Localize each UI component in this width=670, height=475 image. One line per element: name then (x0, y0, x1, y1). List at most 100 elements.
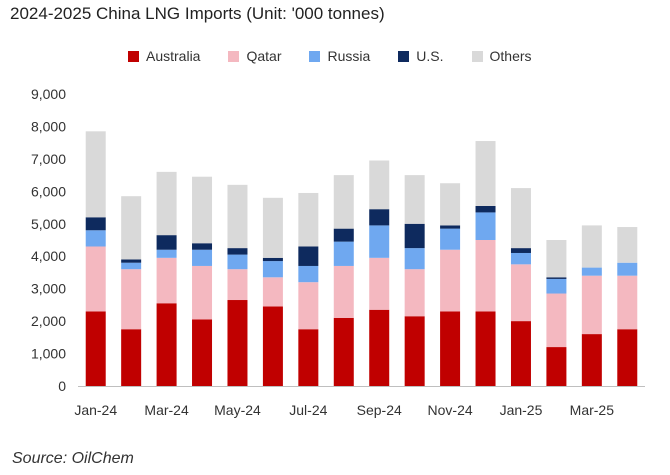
x-tick-label: Jan-24 (74, 402, 117, 418)
bar-segment-australia-feb-25 (546, 347, 567, 386)
x-tick-label: May-24 (214, 402, 261, 418)
bar-segment-australia-sep-24 (369, 309, 390, 386)
bar-segment-others-jan-25 (510, 188, 531, 249)
y-tick-label: 6,000 (31, 183, 66, 199)
bar-segment-russia-feb-25 (546, 278, 567, 294)
bar-segment-others-aug-24 (333, 175, 354, 229)
bar-segment-u-s-oct-24 (404, 223, 425, 249)
bar-segment-russia-jan-25 (510, 252, 531, 265)
legend-item-russia: Russia (309, 48, 370, 64)
bar-segment-australia-apr-24 (192, 319, 213, 386)
legend-label: Qatar (246, 48, 282, 64)
bar-segment-russia-nov-24 (440, 228, 461, 250)
legend-swatch (228, 50, 240, 62)
bar-segment-others-dec-24 (475, 141, 496, 206)
bar-segment-qatar-may-24 (227, 269, 248, 301)
bar-segment-others-apr-24 (192, 176, 213, 244)
legend-item-australia: Australia (128, 48, 200, 64)
bar-segment-u-s-jan-25 (510, 248, 531, 253)
x-tick-label: Jan-25 (500, 402, 543, 418)
bar-segment-russia-jan-24 (85, 230, 106, 247)
bar-segment-russia-feb-24 (121, 262, 142, 270)
bar-segment-russia-jul-24 (298, 265, 319, 283)
bar-segment-qatar-apr-25 (617, 275, 638, 330)
legend-swatch (398, 50, 410, 62)
bar-segment-u-s-nov-24 (440, 225, 461, 229)
legend-item-qatar: Qatar (228, 48, 281, 64)
bar-segment-u-s-jul-24 (298, 246, 319, 266)
bar-segment-u-s-jan-24 (85, 217, 106, 231)
bar-segment-australia-oct-24 (404, 316, 425, 386)
legend-label: Russia (327, 48, 371, 64)
bar-segment-qatar-dec-24 (475, 240, 496, 312)
bar-segment-others-jan-24 (85, 131, 106, 218)
chart-legend: Australia Qatar Russia U.S. Others (128, 48, 560, 64)
y-tick-label: 4,000 (31, 248, 66, 264)
bar-segment-australia-apr-25 (617, 329, 638, 386)
bar-segment-others-sep-24 (369, 160, 390, 210)
y-tick-label: 2,000 (31, 313, 66, 329)
bar-segment-australia-jul-24 (298, 329, 319, 386)
bar-segment-australia-nov-24 (440, 311, 461, 386)
bar-segment-others-oct-24 (404, 175, 425, 224)
bar-segment-qatar-jan-24 (85, 246, 106, 312)
bar-segment-others-jun-24 (262, 197, 283, 258)
chart-title: 2024-2025 China LNG Imports (Unit: '000 … (10, 4, 385, 23)
bar-segment-others-may-24 (227, 184, 248, 249)
bar-segment-qatar-apr-24 (192, 265, 213, 320)
bar-segment-qatar-jun-24 (262, 277, 283, 307)
bar-segment-others-apr-25 (617, 227, 638, 263)
y-tick-label: 3,000 (31, 281, 66, 297)
bar-segment-u-s-dec-24 (475, 205, 496, 213)
bar-segment-australia-feb-24 (121, 329, 142, 386)
y-tick-label: 0 (58, 378, 66, 394)
bar-segment-australia-aug-24 (333, 317, 354, 386)
bar-segment-australia-dec-24 (475, 311, 496, 386)
bar-segment-australia-mar-24 (156, 303, 177, 386)
legend-label: Australia (146, 48, 201, 64)
bar-segment-qatar-aug-24 (333, 265, 354, 318)
legend-swatch (128, 50, 139, 62)
bar-segment-qatar-nov-24 (440, 249, 461, 312)
bar-segment-russia-sep-24 (369, 225, 390, 258)
y-tick-label: 9,000 (31, 86, 66, 102)
bar-segment-russia-apr-24 (192, 249, 213, 266)
bar-segment-u-s-feb-24 (121, 259, 142, 263)
bar-segment-others-mar-24 (156, 171, 177, 236)
bar-segment-russia-jun-24 (262, 261, 283, 278)
legend-item-u-s: U.S. (398, 48, 444, 64)
bar-segment-australia-jan-24 (85, 311, 106, 386)
legend-label: U.S. (416, 48, 444, 64)
x-tick-label: Mar-25 (570, 402, 615, 418)
bar-segment-russia-dec-24 (475, 212, 496, 240)
bar-segment-u-s-may-24 (227, 248, 248, 255)
bar-segment-russia-mar-25 (581, 267, 602, 276)
bar-segment-qatar-jan-25 (510, 264, 531, 322)
legend-swatch (309, 50, 321, 62)
bar-segment-australia-mar-25 (581, 334, 602, 386)
bar-segment-u-s-jun-24 (262, 257, 283, 262)
bar-segment-qatar-jul-24 (298, 282, 319, 330)
bar-segment-others-jul-24 (298, 192, 319, 247)
bar-segment-u-s-feb-25 (546, 277, 567, 279)
x-tick-label: Sep-24 (357, 402, 402, 418)
x-tick-label: Jul-24 (289, 402, 327, 418)
bar-segment-australia-jan-25 (510, 321, 531, 386)
bar-segment-australia-may-24 (227, 300, 248, 386)
bar-segment-u-s-mar-24 (156, 235, 177, 250)
bar-segment-qatar-sep-24 (369, 257, 390, 310)
bar-segment-russia-may-24 (227, 254, 248, 270)
y-tick-label: 7,000 (31, 151, 66, 167)
bar-segment-u-s-sep-24 (369, 209, 390, 226)
bar-segment-russia-oct-24 (404, 248, 425, 270)
bar-segment-russia-aug-24 (333, 241, 354, 266)
bar-segment-australia-jun-24 (262, 306, 283, 386)
bar-segment-qatar-feb-24 (121, 269, 142, 330)
x-tick-label: Mar-24 (144, 402, 189, 418)
y-tick-label: 5,000 (31, 216, 66, 232)
legend-item-others: Others (471, 48, 532, 64)
bar-segment-russia-apr-25 (617, 262, 638, 276)
bar-segment-russia-mar-24 (156, 249, 177, 258)
bar-segment-qatar-feb-25 (546, 293, 567, 348)
